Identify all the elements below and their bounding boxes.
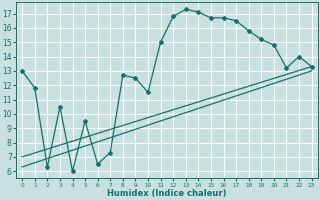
X-axis label: Humidex (Indice chaleur): Humidex (Indice chaleur) <box>107 189 227 198</box>
